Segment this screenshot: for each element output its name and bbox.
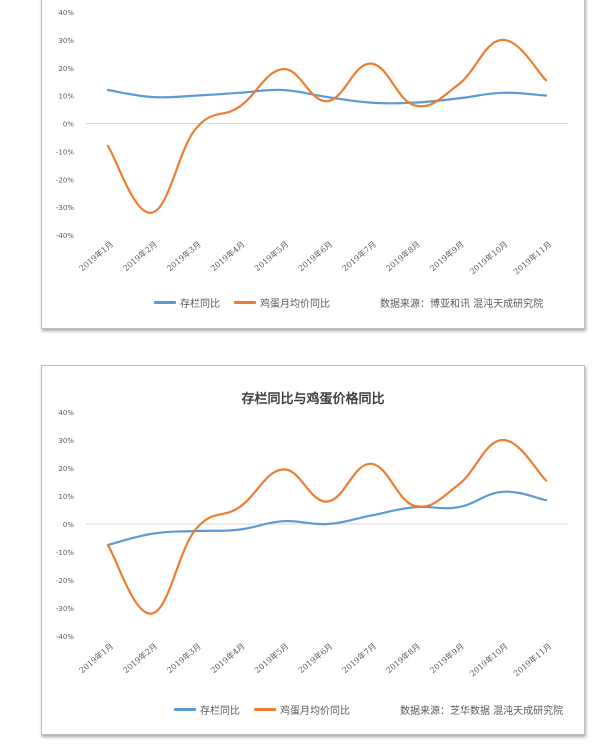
x-tick-label: 2019年11月 xyxy=(511,641,553,679)
line-chart-svg: 40%30%20%10%0%-10%-20%-30%-40%2019年1月 201… xyxy=(56,409,568,679)
x-tick-label: 2019年1月 xyxy=(77,239,115,273)
chart-legend: 存栏同比 鸡蛋月均价同比 数据来源：博亚和讯 混沌天成研究院 xyxy=(154,295,543,310)
x-tick-label: 2019年6月 xyxy=(296,239,334,273)
chart-legend: 存栏同比 鸡蛋月均价同比 数据来源：芝华数据 混沌天成研究院 xyxy=(174,702,563,717)
y-tick-label: -30% xyxy=(56,605,74,613)
legend-swatch-egg-price xyxy=(254,708,276,711)
legend-item-egg-price: 鸡蛋月均价同比 xyxy=(254,702,350,717)
y-tick-label: 0% xyxy=(63,521,74,529)
line-chart-svg: 40%30%20%10%0%-10%-20%-30%-40%2019年1月 201… xyxy=(56,9,568,277)
x-tick-label: 2019年9月 xyxy=(428,641,466,675)
legend-swatch-inventory xyxy=(154,301,176,304)
y-tick-label: 30% xyxy=(58,437,74,445)
x-tick-label: 2019年8月 xyxy=(384,641,422,675)
x-tick-label: 2019年2月 xyxy=(121,641,159,675)
x-tick-label: 2019年8月 xyxy=(384,239,422,273)
legend-label-inventory: 存栏同比 xyxy=(180,299,220,310)
legend-swatch-egg-price xyxy=(234,301,256,304)
y-tick-label: -40% xyxy=(56,232,74,240)
y-tick-label: 40% xyxy=(58,9,74,17)
y-tick-label: -20% xyxy=(56,176,74,184)
legend-item-inventory: 存栏同比 xyxy=(154,295,220,310)
x-tick-label: 2019年9月 xyxy=(428,239,466,273)
series-line-egg-price xyxy=(106,438,548,615)
legend-item-egg-price: 鸡蛋月均价同比 xyxy=(234,295,330,310)
y-tick-label: 10% xyxy=(58,493,74,501)
chart-panel-inventory-vs-egg-price-2: 存栏同比与鸡蛋价格同比 40% 30% 20% 10% 0% -10% -20% -30% -4… xyxy=(41,365,585,735)
y-tick-label: -40% xyxy=(56,633,74,641)
legend-label-egg-price: 鸡蛋月均价同比 xyxy=(280,706,350,717)
series-line-inventory xyxy=(106,490,548,547)
series-line-inventory xyxy=(106,88,548,105)
x-tick-label: 2019年4月 xyxy=(208,239,246,273)
x-tick-label: 2019年2月 xyxy=(121,239,159,273)
legend-label-egg-price: 鸡蛋月均价同比 xyxy=(260,299,330,310)
y-tick-label: 40% xyxy=(58,409,74,417)
source-note: 数据来源：芝华数据 混沌天成研究院 xyxy=(400,706,564,717)
legend-swatch-inventory xyxy=(174,708,196,711)
chart-title: 存栏同比与鸡蛋价格同比 xyxy=(241,392,385,407)
x-tick-label: 2019年6月 xyxy=(296,641,334,675)
y-tick-label: -10% xyxy=(56,549,74,557)
y-tick-label: 20% xyxy=(58,465,74,473)
y-tick-label: -30% xyxy=(56,204,74,212)
x-tick-label: 2019年10月 xyxy=(467,641,509,679)
x-tick-label: 2019年5月 xyxy=(252,641,290,675)
y-tick-label: 10% xyxy=(58,93,74,101)
legend-label-inventory: 存栏同比 xyxy=(200,706,240,717)
chart-panel-inventory-vs-egg-price: 40% 30% 20% 10% 0% -10% -20% -30% -40% 2019年1月 201… xyxy=(41,0,585,329)
x-tick-label: 2019年4月 xyxy=(208,641,246,675)
y-tick-label: -20% xyxy=(56,577,74,585)
legend-item-inventory: 存栏同比 xyxy=(174,702,240,717)
source-note: 数据来源：博亚和讯 混沌天成研究院 xyxy=(380,299,544,310)
y-tick-label: 20% xyxy=(58,65,74,73)
x-tick-label: 2019年10月 xyxy=(467,239,509,277)
x-tick-label: 2019年3月 xyxy=(165,239,203,273)
x-tick-label: 2019年11月 xyxy=(511,239,553,277)
x-tick-label: 2019年3月 xyxy=(165,641,203,675)
y-tick-label: 0% xyxy=(63,121,74,129)
y-tick-label: -10% xyxy=(56,148,74,156)
y-tick-label: 30% xyxy=(58,37,74,45)
x-tick-label: 2019年7月 xyxy=(340,641,378,675)
x-tick-label: 2019年5月 xyxy=(252,239,290,273)
x-tick-label: 2019年7月 xyxy=(340,239,378,273)
x-tick-label: 2019年1月 xyxy=(77,641,115,675)
series-line-egg-price xyxy=(106,38,548,214)
